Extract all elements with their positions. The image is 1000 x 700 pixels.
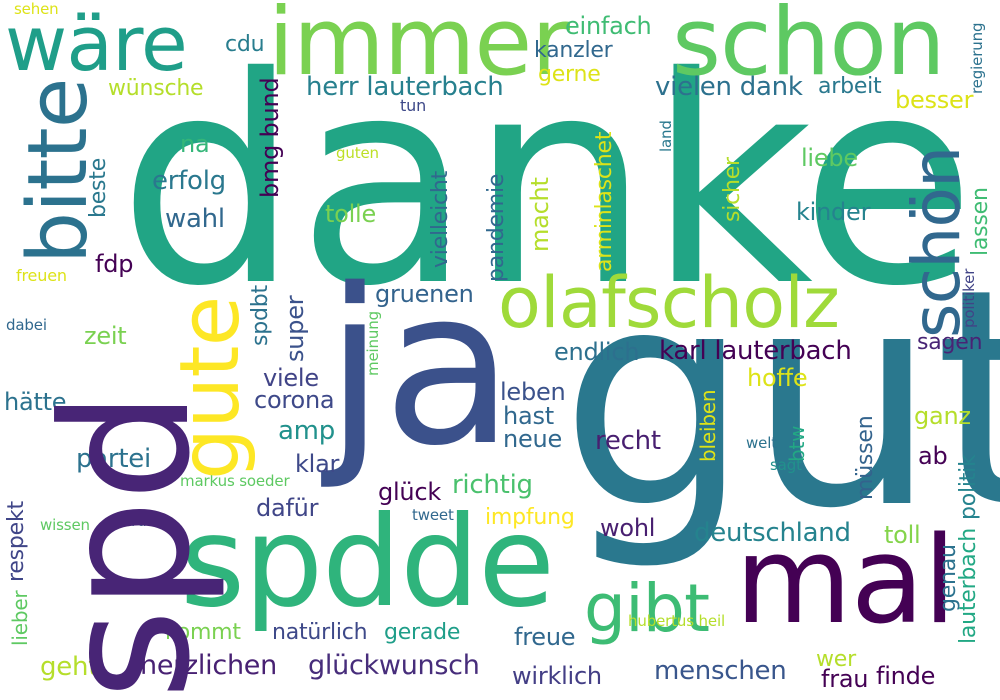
word-spdbt: spdbt <box>248 285 273 346</box>
word-dafuer: dafür <box>256 494 319 522</box>
word-partei: partei <box>76 444 151 474</box>
word-haette: hätte <box>4 388 67 416</box>
word-klar: klar <box>295 450 340 478</box>
word-wahl: wahl <box>165 204 225 234</box>
word-karl-lauterbach: karl lauterbach <box>659 336 852 366</box>
word-menschen: menschen <box>654 656 787 686</box>
word-olafscholz: olafscholz <box>498 262 840 344</box>
word-vielen-dank: vielen dank <box>655 72 803 102</box>
word-land: land <box>657 120 675 152</box>
word-tweet: tweet <box>412 506 454 524</box>
word-bleiben: bleiben <box>696 389 720 462</box>
word-zeit: zeit <box>84 322 127 350</box>
word-fdp: fdp <box>95 250 134 278</box>
word-endlich: endlich <box>554 338 640 366</box>
word-einfach: einfach <box>565 12 652 40</box>
word-bmg-bund: bmg bund <box>256 77 284 198</box>
word-gibt: gibt <box>584 570 710 647</box>
word-sehen: sehen <box>14 0 59 18</box>
word-frau: frau <box>821 665 869 693</box>
word-ganz: ganz <box>914 402 971 430</box>
word-super: super <box>281 295 309 362</box>
word-freue: freue <box>514 623 576 651</box>
word-respekt: respekt <box>4 501 29 582</box>
word-finde: finde <box>876 662 936 690</box>
word-natuerlich: natürlich <box>272 620 368 645</box>
word-recht: recht <box>595 426 661 456</box>
word-corona: corona <box>254 386 335 414</box>
word-hoffe: hoffe <box>747 364 808 392</box>
word-ab: ab <box>918 442 948 470</box>
word-toll: toll <box>884 521 921 549</box>
word-dabei: dabei <box>6 316 47 334</box>
word-neue: neue <box>503 425 562 453</box>
word-herzlichen: herzlichen <box>140 650 277 681</box>
word-freuen: freuen <box>16 266 67 285</box>
word-richtig: richtig <box>452 470 533 500</box>
word-gruenen: gruenen <box>375 280 474 308</box>
word-lauterbach: lauterbach <box>956 527 981 644</box>
word-hubertus-heil: hubertus heil <box>628 612 726 630</box>
word-tun: tun <box>400 96 427 115</box>
word-impfung: impfung <box>485 505 575 530</box>
word-sagt: sagt <box>770 456 802 474</box>
word-erfolg: erfolg <box>152 166 226 196</box>
word-muessen: müssen <box>853 415 878 500</box>
word-kommt: kommt <box>165 620 241 645</box>
word-geht: geht <box>40 652 99 682</box>
word-herr-lauterbach: herr lauterbach <box>306 72 504 102</box>
word-tolle: tolle <box>325 200 376 228</box>
word-sagen: sagen <box>917 330 983 355</box>
word-ja: ja <box>325 242 514 493</box>
word-lassen: lassen <box>968 187 993 256</box>
word-liebe: liebe <box>801 144 858 172</box>
word-danke: danke <box>118 17 976 349</box>
word-sicher: sicher <box>720 157 745 222</box>
word-na: na <box>180 130 210 158</box>
word-viele: viele <box>263 364 319 392</box>
word-beste: beste <box>86 157 111 218</box>
word-gerade: gerade <box>384 620 461 645</box>
word-immer: immer <box>268 0 570 97</box>
word-welt: welt <box>746 434 777 452</box>
word-wohl: wohl <box>600 514 656 542</box>
word-lieber: lieber <box>8 590 32 646</box>
word-cdu: cdu <box>225 32 265 57</box>
word-wirklich: wirklich <box>512 662 602 690</box>
word-pandemie: pandemie <box>484 173 509 282</box>
word-regierung: regierung <box>968 22 986 94</box>
word-warum: warum <box>110 512 161 530</box>
word-markus-soeder: markus soeder <box>180 472 290 490</box>
word-spdde: spdde <box>180 490 555 635</box>
word-politik: politik <box>956 454 981 520</box>
word-kinder: kinder <box>796 198 871 226</box>
word-arbeit: arbeit <box>818 74 882 99</box>
word-gerne: gerne <box>538 62 601 87</box>
word-wer: wer <box>816 647 856 672</box>
word-politiker: politiker <box>960 268 978 328</box>
word-gut: gut <box>560 225 1000 574</box>
word-guten: guten <box>336 144 379 162</box>
word-mal: mal <box>735 512 956 651</box>
word-hast: hast <box>503 402 554 430</box>
word-wissen: wissen <box>40 516 90 534</box>
word-macht: macht <box>526 177 554 252</box>
word-glueck: glück <box>378 478 442 506</box>
word-arminlaschet: arminlaschet <box>592 131 617 272</box>
word-besser: besser <box>895 86 974 114</box>
word-gute: gute <box>163 296 258 480</box>
word-glueckwunsch: glückwunsch <box>308 650 480 681</box>
word-btw: btw <box>785 425 809 462</box>
word-meinung: meinung <box>364 311 382 376</box>
word-vielleicht: vielleicht <box>428 170 453 268</box>
word-schon: schon <box>672 0 946 97</box>
word-amp: amp <box>278 416 335 446</box>
word-kanzler: kanzler <box>534 38 613 63</box>
word-deutschland: deutschland <box>694 518 851 548</box>
word-wuensche: wünsche <box>108 76 204 101</box>
word-waere: wäre <box>5 0 188 88</box>
word-leben: leben <box>500 378 566 406</box>
